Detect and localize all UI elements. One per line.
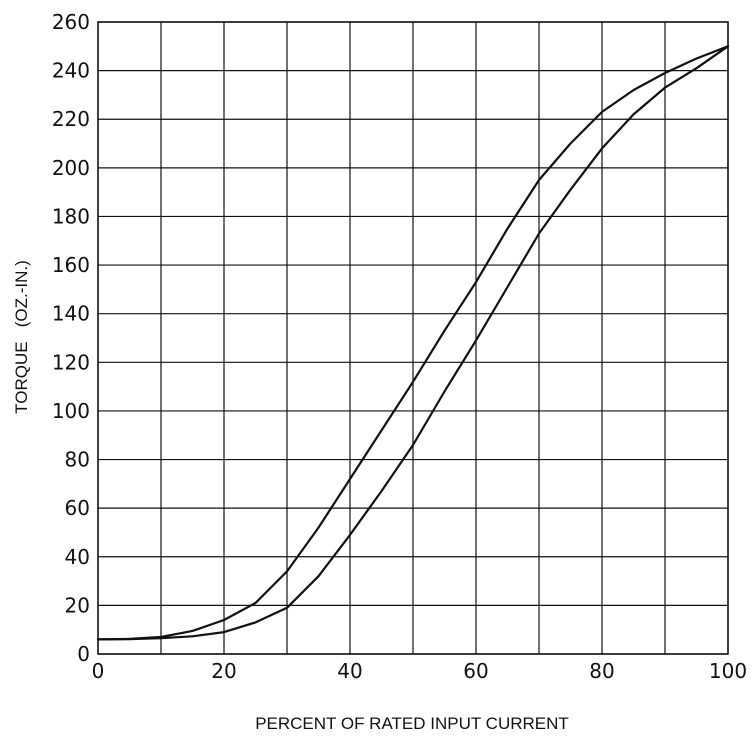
y-tick-label: 60 bbox=[65, 496, 90, 520]
y-tick-label: 260 bbox=[52, 10, 90, 34]
y-tick-label: 180 bbox=[52, 204, 90, 228]
x-axis-title: PERCENT OF RATED INPUT CURRENT bbox=[255, 714, 569, 733]
series-group bbox=[96, 45, 730, 641]
y-tick-label: 40 bbox=[65, 545, 90, 569]
x-tick-label: 20 bbox=[211, 659, 236, 683]
x-tick-label: 80 bbox=[589, 659, 614, 683]
y-tick-label: 100 bbox=[52, 399, 90, 423]
y-tick-label: 20 bbox=[65, 593, 90, 617]
x-tick-label: 0 bbox=[92, 659, 105, 683]
y-tick-label: 200 bbox=[52, 156, 90, 180]
grid bbox=[97, 21, 729, 655]
y-tick-label: 140 bbox=[52, 302, 90, 326]
plot-frame bbox=[97, 21, 729, 655]
series-line-2 bbox=[96, 45, 730, 641]
y-tick-labels: 0 20 40 60 80 100 120 140 160 180 200 220 240 260 bbox=[52, 10, 90, 666]
x-tick-label: 60 bbox=[463, 659, 488, 683]
y-tick-label: 120 bbox=[52, 350, 90, 374]
y-tick-label: 220 bbox=[52, 107, 90, 131]
y-axis-title: TORQUE (OZ.-IN.) bbox=[12, 260, 31, 414]
y-tick-label: 240 bbox=[52, 59, 90, 83]
x-tick-labels: 0 20 40 60 80 100 bbox=[92, 659, 747, 683]
y-tick-label: 0 bbox=[77, 642, 90, 666]
x-tick-label: 100 bbox=[709, 659, 747, 683]
x-tick-label: 40 bbox=[337, 659, 362, 683]
y-tick-label: 160 bbox=[52, 253, 90, 277]
series-line-1 bbox=[96, 45, 730, 641]
y-tick-label: 80 bbox=[65, 448, 90, 472]
